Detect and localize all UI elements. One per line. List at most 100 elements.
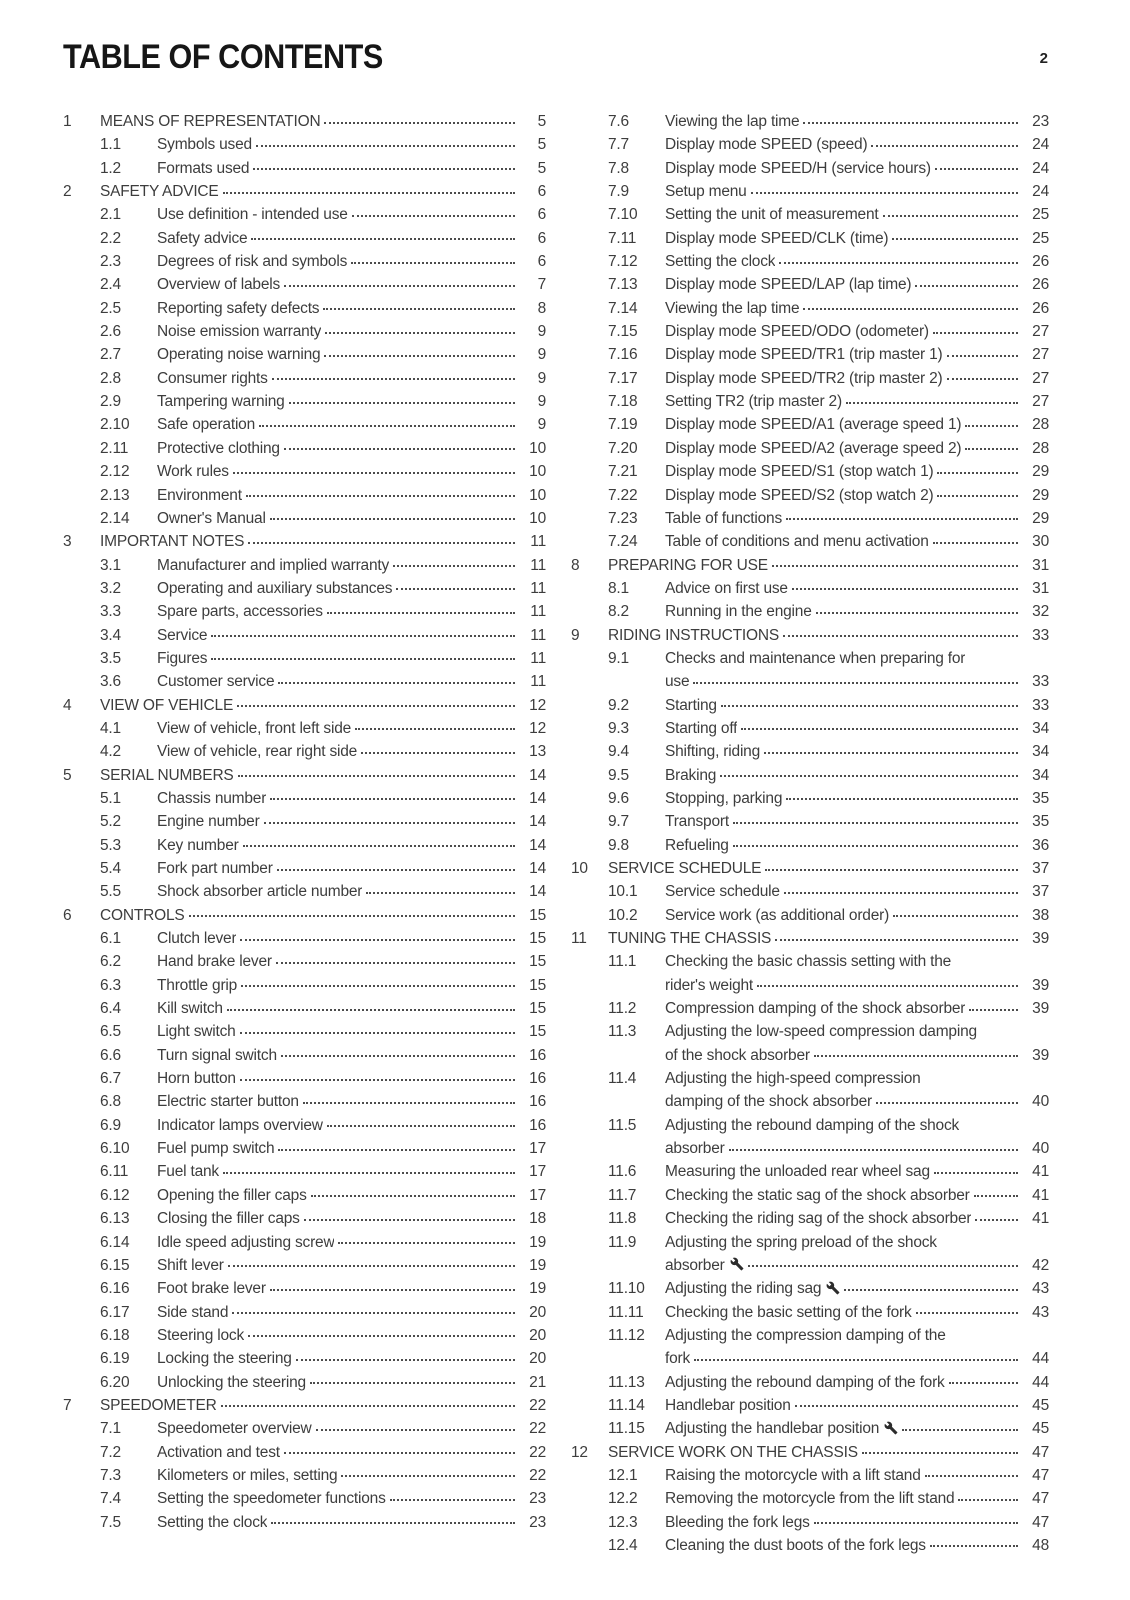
toc-entry[interactable]: 11.10 Adjusting the riding sag 43 [571,1277,1049,1300]
toc-entry[interactable]: 6.17 Side stand 20 [63,1301,546,1324]
toc-entry[interactable]: 7 SPEEDOMETER 22 [63,1394,546,1417]
toc-entry[interactable]: 4.2 View of vehicle, rear right side 13 [63,740,546,763]
toc-entry[interactable]: 4.1 View of vehicle, front left side 12 [63,717,546,740]
toc-entry[interactable]: 7.6 Viewing the lap time 23 [571,110,1049,133]
toc-entry[interactable]: 6 CONTROLS 15 [63,904,546,927]
toc-entry[interactable]: 9.4 Shifting, riding 34 [571,740,1049,763]
toc-entry[interactable]: 7.15 Display mode SPEED/ODO (odometer) 27 [571,320,1049,343]
toc-entry[interactable]: 11.6 Measuring the unloaded rear wheel sa… [571,1160,1049,1183]
toc-entry[interactable]: 6.15 Shift lever 19 [63,1254,546,1277]
toc-entry[interactable]: 9.5 Braking 34 [571,764,1049,787]
toc-entry[interactable]: 11.12 Adjusting the compression damping o… [571,1324,1049,1371]
toc-entry[interactable]: 7.22 Display mode SPEED/S2 (stop watch 2)… [571,484,1049,507]
toc-entry[interactable]: 6.5 Light switch 15 [63,1020,546,1043]
toc-entry[interactable]: 9.2 Starting 33 [571,694,1049,717]
toc-entry[interactable]: 2.6 Noise emission warranty 9 [63,320,546,343]
toc-entry[interactable]: 10.1 Service schedule 37 [571,880,1049,903]
toc-entry[interactable]: 5.1 Chassis number 14 [63,787,546,810]
toc-entry[interactable]: 6.3 Throttle grip 15 [63,974,546,997]
toc-entry[interactable]: 6.6 Turn signal switch 16 [63,1044,546,1067]
toc-entry[interactable]: 6.19 Locking the steering 20 [63,1347,546,1370]
toc-entry[interactable]: 9.1 Checks and maintenance when preparing… [571,647,1049,694]
toc-entry[interactable]: 2.2 Safety advice 6 [63,227,546,250]
toc-entry[interactable]: 7.3 Kilometers or miles, setting 22 [63,1464,546,1487]
toc-entry[interactable]: 6.11 Fuel tank 17 [63,1160,546,1183]
toc-entry[interactable]: 6.7 Horn button 16 [63,1067,546,1090]
toc-entry[interactable]: 7.17 Display mode SPEED/TR2 (trip master … [571,367,1049,390]
toc-entry[interactable]: 9 RIDING INSTRUCTIONS 33 [571,624,1049,647]
toc-entry[interactable]: 1.1 Symbols used 5 [63,133,546,156]
toc-entry[interactable]: 6.4 Kill switch 15 [63,997,546,1020]
toc-entry[interactable]: 6.1 Clutch lever 15 [63,927,546,950]
toc-entry[interactable]: 2.5 Reporting safety defects 8 [63,297,546,320]
toc-entry[interactable]: 8 PREPARING FOR USE 31 [571,554,1049,577]
toc-entry[interactable]: 11.4 Adjusting the high-speed compression… [571,1067,1049,1114]
toc-entry[interactable]: 11.5 Adjusting the rebound damping of the… [571,1114,1049,1161]
toc-entry[interactable]: 2.4 Overview of labels 7 [63,273,546,296]
toc-entry[interactable]: 2.1 Use definition - intended use 6 [63,203,546,226]
toc-entry[interactable]: 12.1 Raising the motorcycle with a lift s… [571,1464,1049,1487]
toc-entry[interactable]: 5 SERIAL NUMBERS 14 [63,764,546,787]
toc-entry[interactable]: 7.23 Table of functions 29 [571,507,1049,530]
toc-entry[interactable]: 11.2 Compression damping of the shock abs… [571,997,1049,1020]
toc-entry[interactable]: 7.16 Display mode SPEED/TR1 (trip master … [571,343,1049,366]
toc-entry[interactable]: 12.2 Removing the motorcycle from the lif… [571,1487,1049,1510]
toc-entry[interactable]: 2.10 Safe operation 9 [63,413,546,436]
toc-entry[interactable]: 11.9 Adjusting the spring preload of the … [571,1231,1049,1278]
toc-entry[interactable]: 3.1 Manufacturer and implied warranty 11 [63,554,546,577]
toc-entry[interactable]: 6.18 Steering lock 20 [63,1324,546,1347]
toc-entry[interactable]: 11.13 Adjusting the rebound damping of th… [571,1371,1049,1394]
toc-entry[interactable]: 7.13 Display mode SPEED/LAP (lap time) 26 [571,273,1049,296]
toc-entry[interactable]: 6.2 Hand brake lever 15 [63,950,546,973]
toc-entry[interactable]: 7.7 Display mode SPEED (speed) 24 [571,133,1049,156]
toc-entry[interactable]: 4 VIEW OF VEHICLE 12 [63,694,546,717]
toc-entry[interactable]: 12.4 Cleaning the dust boots of the fork … [571,1534,1049,1557]
toc-entry[interactable]: 10 SERVICE SCHEDULE 37 [571,857,1049,880]
toc-entry[interactable]: 7.8 Display mode SPEED/H (service hours) 2… [571,157,1049,180]
toc-entry[interactable]: 2.14 Owner's Manual 10 [63,507,546,530]
toc-entry[interactable]: 11.11 Checking the basic setting of the f… [571,1301,1049,1324]
toc-entry[interactable]: 7.1 Speedometer overview 22 [63,1417,546,1440]
toc-entry[interactable]: 7.18 Setting TR2 (trip master 2) 27 [571,390,1049,413]
toc-entry[interactable]: 7.12 Setting the clock 26 [571,250,1049,273]
toc-entry[interactable]: 7.11 Display mode SPEED/CLK (time) 25 [571,227,1049,250]
toc-entry[interactable]: 7.9 Setup menu 24 [571,180,1049,203]
toc-entry[interactable]: 7.21 Display mode SPEED/S1 (stop watch 1)… [571,460,1049,483]
toc-entry[interactable]: 9.6 Stopping, parking 35 [571,787,1049,810]
toc-entry[interactable]: 6.20 Unlocking the steering 21 [63,1371,546,1394]
toc-entry[interactable]: 5.2 Engine number 14 [63,810,546,833]
toc-entry[interactable]: 6.9 Indicator lamps overview 16 [63,1114,546,1137]
toc-entry[interactable]: 2.9 Tampering warning 9 [63,390,546,413]
toc-entry[interactable]: 2.12 Work rules 10 [63,460,546,483]
toc-entry[interactable]: 2.8 Consumer rights 9 [63,367,546,390]
toc-entry[interactable]: 10.2 Service work (as additional order) 38 [571,904,1049,927]
toc-entry[interactable]: 9.8 Refueling 36 [571,834,1049,857]
toc-entry[interactable]: 3.2 Operating and auxiliary substances 11 [63,577,546,600]
toc-entry[interactable]: 7.5 Setting the clock 23 [63,1511,546,1534]
toc-entry[interactable]: 12.3 Bleeding the fork legs 47 [571,1511,1049,1534]
toc-entry[interactable]: 6.10 Fuel pump switch 17 [63,1137,546,1160]
toc-entry[interactable]: 7.2 Activation and test 22 [63,1441,546,1464]
toc-entry[interactable]: 11 TUNING THE CHASSIS 39 [571,927,1049,950]
toc-entry[interactable]: 2.7 Operating noise warning 9 [63,343,546,366]
toc-entry[interactable]: 7.14 Viewing the lap time 26 [571,297,1049,320]
toc-entry[interactable]: 1 MEANS OF REPRESENTATION 5 [63,110,546,133]
toc-entry[interactable]: 2 SAFETY ADVICE 6 [63,180,546,203]
toc-entry[interactable]: 7.24 Table of conditions and menu activat… [571,530,1049,553]
toc-entry[interactable]: 3.5 Figures 11 [63,647,546,670]
toc-entry[interactable]: 3.6 Customer service 11 [63,670,546,693]
toc-entry[interactable]: 5.3 Key number 14 [63,834,546,857]
toc-entry[interactable]: 5.5 Shock absorber article number 14 [63,880,546,903]
toc-entry[interactable]: 9.3 Starting off 34 [571,717,1049,740]
toc-entry[interactable]: 6.12 Opening the filler caps 17 [63,1184,546,1207]
toc-entry[interactable]: 12 SERVICE WORK ON THE CHASSIS 47 [571,1441,1049,1464]
toc-entry[interactable]: 11.1 Checking the basic chassis setting w… [571,950,1049,997]
toc-entry[interactable]: 2.13 Environment 10 [63,484,546,507]
toc-entry[interactable]: 3 IMPORTANT NOTES 11 [63,530,546,553]
toc-entry[interactable]: 7.4 Setting the speedometer functions 23 [63,1487,546,1510]
toc-entry[interactable]: 11.7 Checking the static sag of the shock… [571,1184,1049,1207]
toc-entry[interactable]: 2.3 Degrees of risk and symbols 6 [63,250,546,273]
toc-entry[interactable]: 6.14 Idle speed adjusting screw 19 [63,1231,546,1254]
toc-entry[interactable]: 7.19 Display mode SPEED/A1 (average speed… [571,413,1049,436]
toc-entry[interactable]: 11.15 Adjusting the handlebar position 45 [571,1417,1049,1440]
